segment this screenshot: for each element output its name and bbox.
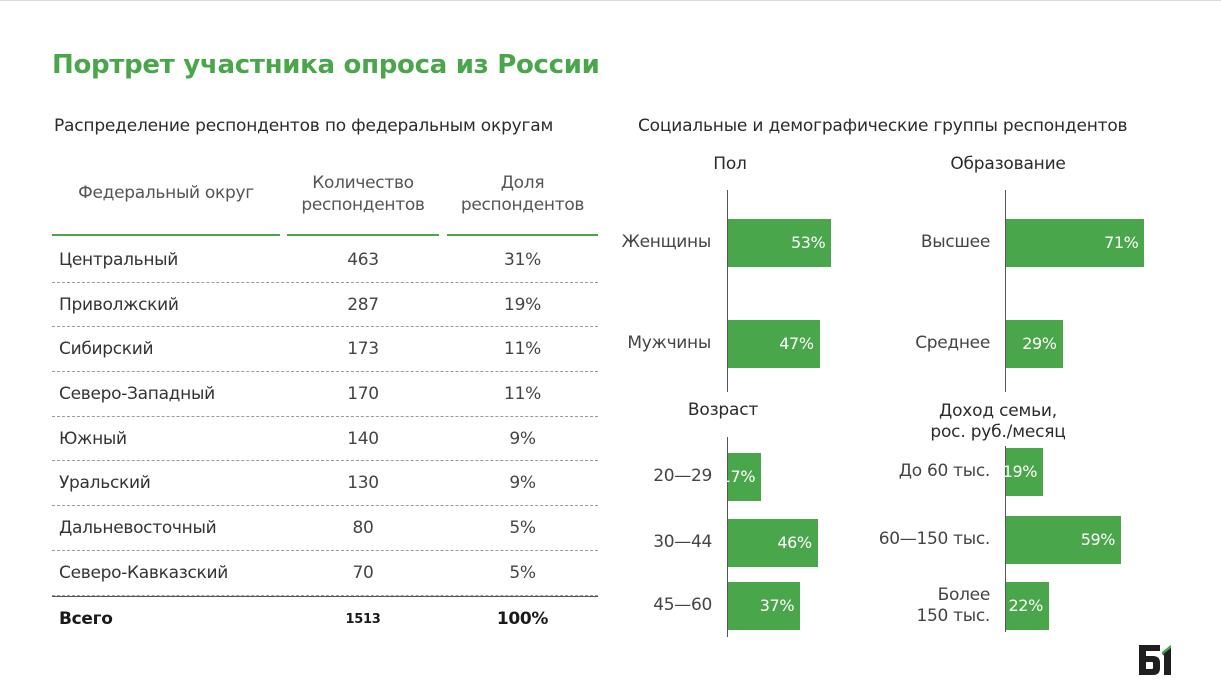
- category-label-line: Более: [937, 585, 991, 605]
- respondent-share: 31%: [504, 250, 541, 270]
- chart-bar: [728, 453, 762, 501]
- total-label: Всего: [59, 608, 113, 629]
- chart-bar: [1006, 320, 1063, 368]
- respondent-count: 287: [347, 294, 379, 315]
- total-share: 100%: [496, 608, 549, 629]
- bar-value-label: 22%: [1008, 596, 1044, 615]
- respondent-count: 170: [347, 384, 379, 405]
- chart-bar: [728, 320, 820, 368]
- category-label: Среднее: [915, 333, 990, 353]
- respondent-count: 80: [352, 518, 374, 539]
- header-underline: [287, 234, 439, 236]
- chart-bar: [728, 219, 832, 267]
- chart-bar: [1006, 516, 1122, 564]
- chart-bar: [728, 519, 818, 567]
- chart-bar: [1006, 219, 1145, 267]
- header-underline: [52, 234, 280, 236]
- table-title: Распределение респондентов по федеральны…: [54, 116, 554, 136]
- chart-title-line: Доход семьи,: [938, 401, 1057, 421]
- table-row: Центральный 463 31%: [52, 238, 598, 283]
- chart-bar: [1006, 582, 1049, 630]
- bar-value-label: 37%: [759, 596, 795, 615]
- table-row: Приволжский 287 19%: [52, 283, 598, 328]
- chart-bar: [1006, 448, 1044, 496]
- chart-axis: [1005, 446, 1006, 632]
- total-count: 1513: [345, 611, 381, 627]
- header-count: Количество респондентов: [301, 173, 425, 215]
- category-label-line: 150 тыс.: [916, 606, 990, 626]
- district-name: Уральский: [59, 473, 151, 494]
- respondent-share: 11%: [504, 339, 541, 360]
- respondent-share: 19%: [504, 294, 541, 315]
- header-district: Федеральный округ: [78, 183, 254, 203]
- top-divider: [0, 0, 1221, 1]
- category-label: 45—60: [653, 595, 712, 615]
- page-title: Портрет участника опроса из России: [52, 50, 600, 80]
- districts-table: Федеральный округ Количество респонденто…: [52, 160, 598, 640]
- respondent-share: 5%: [509, 562, 536, 583]
- respondent-count: 463: [347, 250, 379, 270]
- respondent-count: 130: [347, 473, 379, 494]
- chart-bar: [728, 582, 801, 630]
- district-name: Северо-Кавказский: [59, 562, 228, 583]
- bar-value-label: 46%: [777, 533, 812, 552]
- respondent-share: 9%: [509, 473, 536, 494]
- respondent-count: 70: [352, 562, 374, 583]
- respondent-count: 140: [347, 428, 379, 449]
- bar-value-label: 47%: [779, 334, 814, 353]
- table-header: Федеральный округ Количество респонденто…: [52, 160, 598, 238]
- header-underline: [447, 234, 598, 236]
- district-name: Центральный: [59, 250, 179, 270]
- category-label: 30—44: [653, 532, 712, 552]
- chart-title: Доход семьи, рос. руб./месяц: [900, 401, 1096, 443]
- bar-value-label: 59%: [1080, 530, 1116, 549]
- chart-title: Пол: [713, 154, 747, 174]
- bar-value-label: 29%: [1022, 334, 1057, 353]
- table-body: Центральный 463 31% Приволжский 287 19% Сибирс…: [52, 238, 598, 596]
- district-name: Приволжский: [59, 294, 179, 315]
- chart-axis: [727, 190, 728, 392]
- chart-axis: [1005, 190, 1006, 392]
- table-row-total: Всего 1513 100%: [52, 595, 598, 641]
- chart-title: Образование: [950, 154, 1066, 174]
- category-label: 20—29: [653, 466, 712, 486]
- table-row: Уральский 130 9%: [52, 461, 598, 507]
- table-row: Северо-Кавказский 70 5%: [52, 551, 598, 596]
- header-share: Доля респондентов: [460, 173, 585, 215]
- district-name: Северо-Западный: [59, 384, 215, 405]
- category-label: 60—150 тыс.: [878, 529, 991, 549]
- chart-title: Возраст: [687, 400, 759, 420]
- table-row: Дальневосточный 80 5%: [52, 506, 598, 551]
- respondent-share: 9%: [509, 428, 536, 449]
- chart-axis: [727, 437, 728, 637]
- category-label: До 60 тыс.: [898, 461, 991, 481]
- table-row: Сибирский 173 11%: [52, 327, 598, 373]
- bar-value-label: 53%: [790, 233, 826, 252]
- respondent-share: 11%: [504, 384, 541, 405]
- category-label: Мужчины: [627, 333, 711, 353]
- table-row: Южный 140 9%: [52, 417, 598, 462]
- charts-title: Социальные и демографические группы респ…: [638, 116, 1128, 136]
- district-name: Дальневосточный: [59, 518, 217, 539]
- category-label: Женщины: [621, 232, 712, 252]
- bar-value-label: 19%: [1002, 462, 1038, 481]
- chart-title-line: рос. руб./месяц: [930, 422, 1066, 442]
- bar-value-label: 71%: [1104, 233, 1139, 252]
- district-name: Сибирский: [59, 339, 154, 360]
- category-label: Более 150 тыс.: [916, 585, 990, 627]
- b1-logo-icon: [1139, 645, 1171, 675]
- respondent-share: 5%: [509, 518, 536, 539]
- district-name: Южный: [59, 428, 127, 449]
- respondent-count: 173: [347, 339, 379, 360]
- bar-value-label: 17%: [720, 467, 756, 486]
- table-row: Северо-Западный 170 11%: [52, 372, 598, 417]
- category-label: Высшее: [920, 232, 990, 252]
